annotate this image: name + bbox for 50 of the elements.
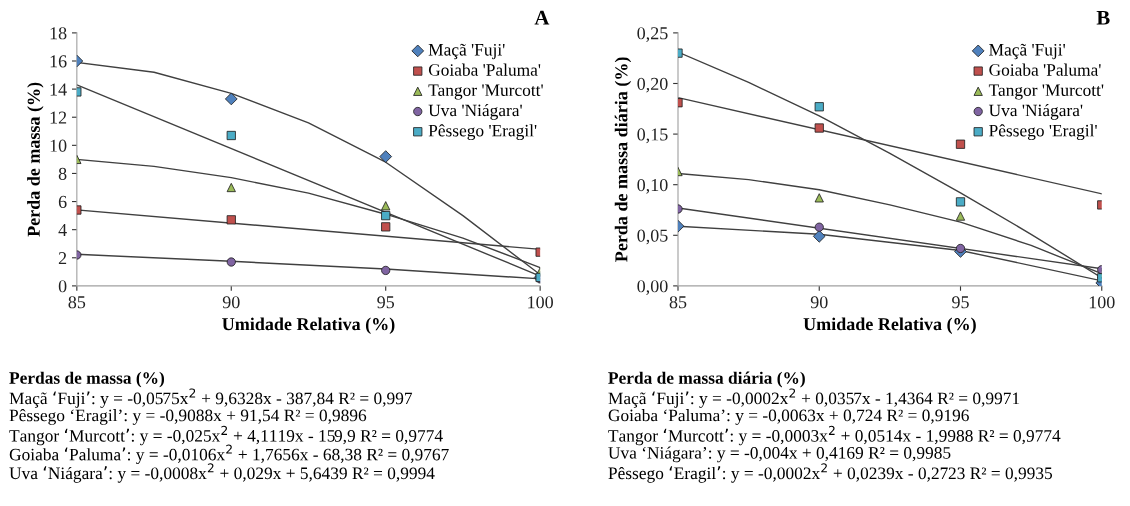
y-tick-label: 0,00 [637, 280, 668, 295]
x-tick-label: 90 [222, 296, 240, 309]
x-axis-title: Umidade Relativa (%) [222, 317, 395, 334]
text: Pêssego ‘Eragil’: y = -0,0002x$^{2}$ + 0,0239x - 0,2723 R² = 0,9935 [608, 463, 1053, 483]
y-axis-title: Perda de massa (%) [27, 82, 44, 237]
y-axis-title: Perda de massa diária (%) [614, 57, 632, 262]
x-tick-label: 90 [810, 296, 828, 309]
legend-label: Uva 'Niágara' [428, 104, 522, 120]
y-tick-label: 0,20 [637, 77, 668, 93]
text: Perdas de massa (%) [9, 371, 165, 388]
y-tick-label: 6 [58, 195, 67, 208]
y-tick-label: 0 [58, 280, 67, 293]
y-tick-label: 16 [50, 55, 67, 68]
legend-label: Pêssego 'Eragil' [989, 124, 1097, 141]
y-tick-label: 4 [58, 224, 67, 236]
text: Maçã ‘Fuji’: y = -0,0002x$^{2}$ + 0,0357x - 1,4364 R² = 0,9971 [608, 388, 1020, 408]
x-tick-label: 95 [952, 296, 969, 309]
text: Uva ‘Niágara’: y = -0,0008x$^{2}$ + 0,029x + 5,6439 R² = 0,9994 [9, 463, 435, 483]
y-tick-label: 0,25 [637, 27, 668, 42]
chart-title: B [1096, 10, 1110, 25]
text: Uva ‘Niágara’: y = -0,004x + 0,4169 R² = 0,9985 [608, 446, 951, 463]
y-tick-label: 0,10 [637, 178, 668, 194]
legend-label: Maçã 'Fuji' [989, 43, 1065, 60]
y-tick-label: 12 [50, 111, 67, 124]
x-axis-title: Umidade Relativa (%) [803, 317, 976, 334]
text: Maçã ‘Fuji’: y = -0,0575x$^{2}$ + 9,6328x - 387,84 R² = 0,997 [9, 388, 413, 408]
legend-label: Goiaba 'Paluma' [989, 63, 1101, 76]
x-tick-label: 100 [1089, 296, 1115, 309]
y-tick-label: 14 [50, 83, 67, 96]
x-tick-label: 85 [669, 296, 687, 309]
x-tick-label: 85 [68, 296, 86, 309]
text: Tangor ‘Murcott’: y = -0,0003x$^{2}$ + 0,0514x - 1,9988 R² = 0,9774 [608, 425, 1061, 446]
y-tick-label: 8 [58, 167, 67, 180]
y-tick-label: 2 [58, 252, 67, 265]
x-tick-label: 100 [528, 296, 553, 309]
legend-label: Uva 'Niágara' [988, 104, 1083, 120]
text: Pêssego ‘Eragil’: y = -0,9088x + 91,54 R² = 0,9896 [9, 409, 367, 425]
text: Goiaba ‘Paluma’: y = -0,0063x + 0,724 R² = 0,9196 [608, 409, 969, 425]
x-tick-label: 95 [377, 296, 395, 309]
legend-label: Pêssego 'Eragil' [428, 124, 537, 141]
legend-label: Maçã 'Fuji' [428, 43, 505, 60]
y-tick-label: 10 [50, 139, 67, 152]
legend-label: Tangor 'Murcott' [988, 84, 1104, 100]
y-tick-label: 0,15 [637, 128, 668, 144]
legend-label: Tangor 'Murcott' [428, 84, 543, 100]
chart-title: A [534, 10, 550, 25]
y-tick-label: 0,05 [637, 229, 668, 245]
legend-label: Goiaba 'Paluma' [428, 63, 541, 76]
text: Perda de massa diária (%) [608, 371, 805, 388]
y-tick-label: 18 [50, 27, 67, 40]
